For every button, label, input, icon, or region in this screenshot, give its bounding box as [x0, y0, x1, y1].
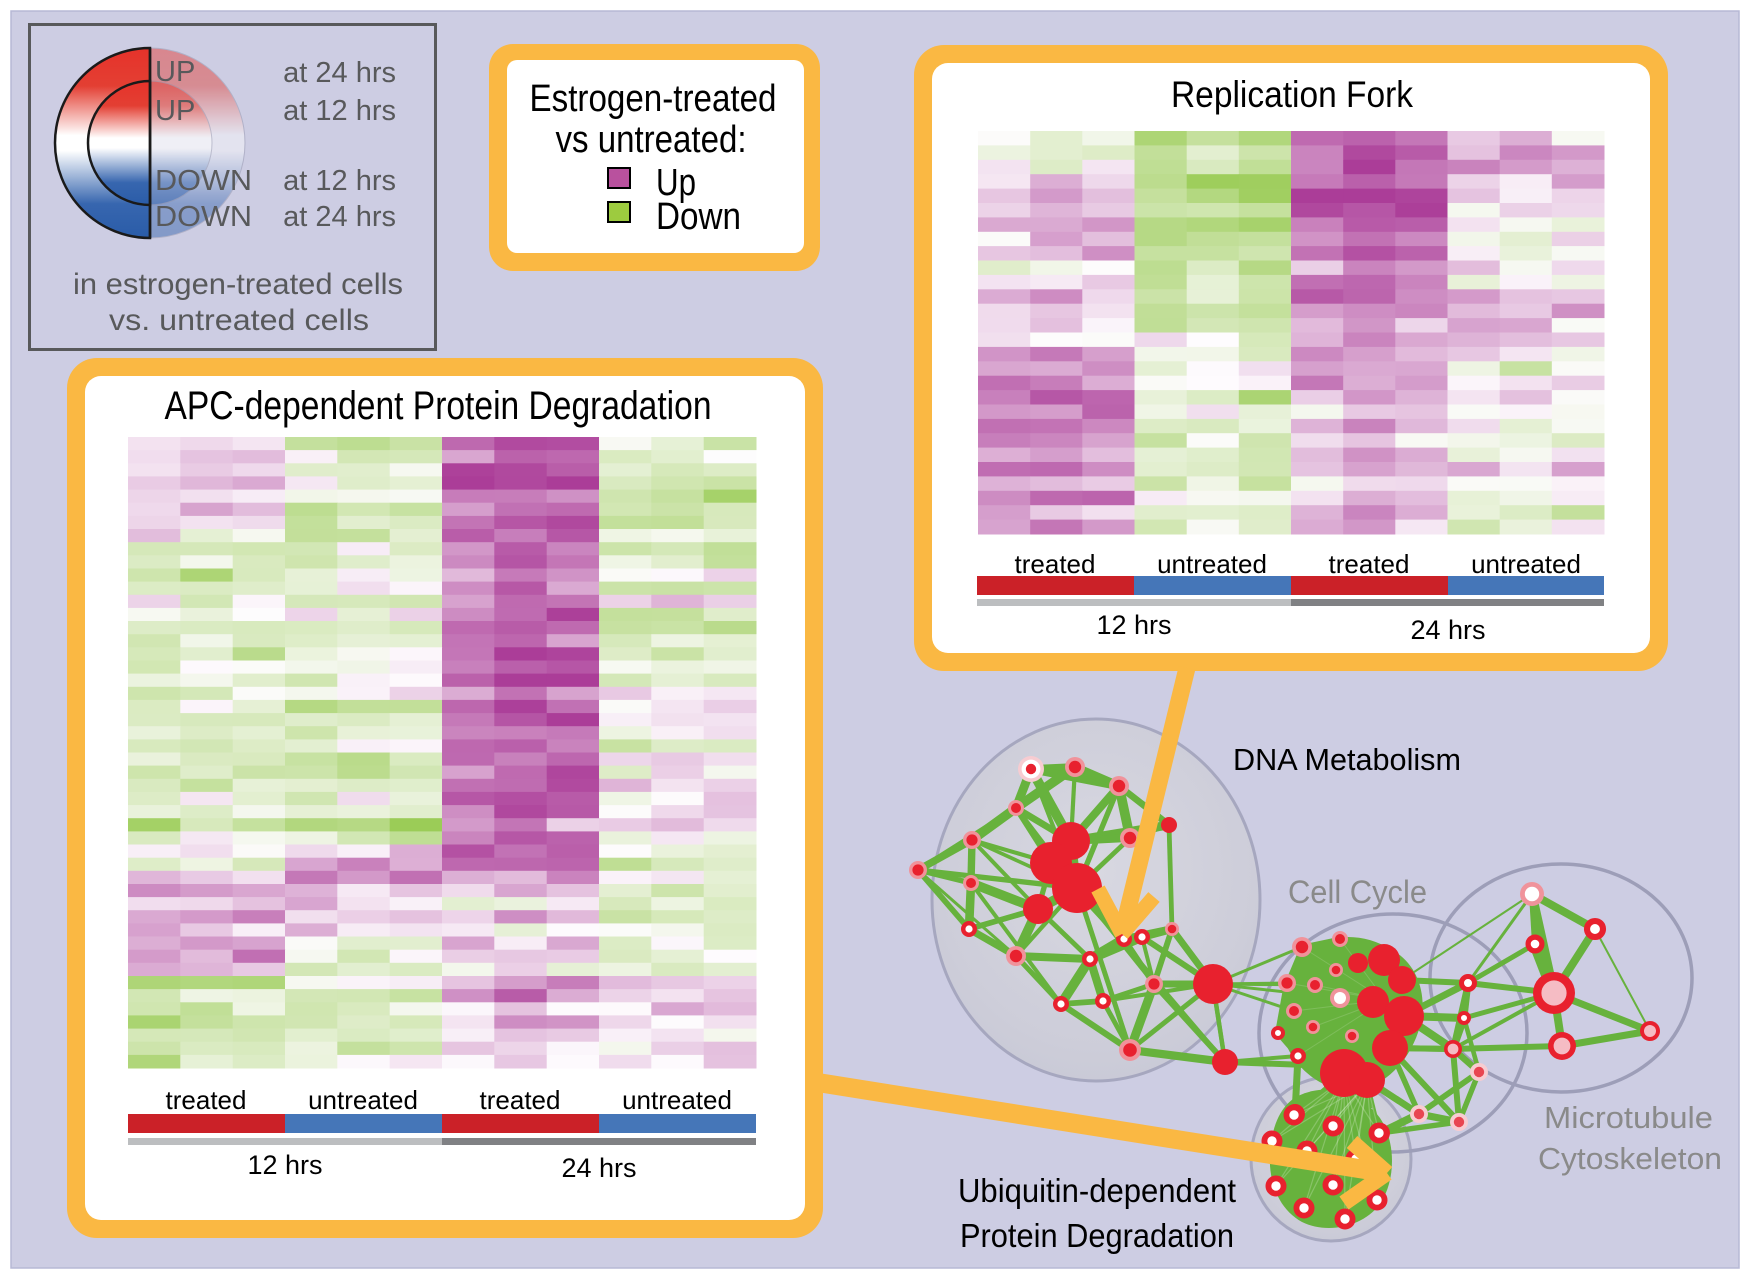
svg-text:untreated: untreated	[1471, 549, 1581, 579]
svg-text:at 24 hrs: at 24 hrs	[283, 201, 396, 233]
svg-text:in estrogen-treated cells: in estrogen-treated cells	[73, 268, 403, 301]
svg-text:UP: UP	[155, 95, 195, 127]
svg-text:untreated: untreated	[1157, 549, 1267, 579]
svg-text:Estrogen-treated: Estrogen-treated	[530, 78, 777, 120]
svg-text:Cytoskeleton: Cytoskeleton	[1538, 1141, 1722, 1176]
svg-text:DNA Metabolism: DNA Metabolism	[1233, 742, 1461, 777]
svg-text:12 hrs: 12 hrs	[247, 1150, 322, 1180]
svg-text:APC-dependent Protein Degradat: APC-dependent Protein Degradation	[165, 384, 712, 428]
svg-text:treated: treated	[166, 1085, 247, 1115]
svg-text:at 12 hrs: at 12 hrs	[283, 95, 396, 127]
svg-text:at 24 hrs: at 24 hrs	[283, 57, 396, 89]
svg-text:treated: treated	[1015, 549, 1096, 579]
svg-text:12 hrs: 12 hrs	[1096, 610, 1171, 640]
svg-text:treated: treated	[1329, 549, 1410, 579]
svg-text:Replication Fork: Replication Fork	[1171, 74, 1413, 115]
svg-text:DOWN: DOWN	[155, 201, 252, 233]
svg-text:24 hrs: 24 hrs	[561, 1153, 636, 1183]
svg-text:Cell Cycle: Cell Cycle	[1288, 874, 1427, 910]
svg-text:vs untreated:: vs untreated:	[556, 119, 747, 161]
svg-text:Ubiquitin-dependent: Ubiquitin-dependent	[958, 1172, 1236, 1209]
svg-text:vs. untreated cells: vs. untreated cells	[109, 304, 369, 337]
svg-text:24 hrs: 24 hrs	[1410, 615, 1485, 645]
svg-text:DOWN: DOWN	[155, 165, 252, 197]
svg-text:Down: Down	[656, 196, 741, 238]
svg-text:treated: treated	[480, 1085, 561, 1115]
svg-text:UP: UP	[155, 56, 195, 88]
svg-text:Up: Up	[656, 162, 696, 204]
svg-text:Microtubule: Microtubule	[1544, 1100, 1713, 1135]
svg-text:untreated: untreated	[308, 1085, 418, 1115]
svg-text:at 12 hrs: at 12 hrs	[283, 165, 396, 197]
svg-text:untreated: untreated	[622, 1085, 732, 1115]
svg-text:Protein Degradation: Protein Degradation	[960, 1217, 1234, 1254]
